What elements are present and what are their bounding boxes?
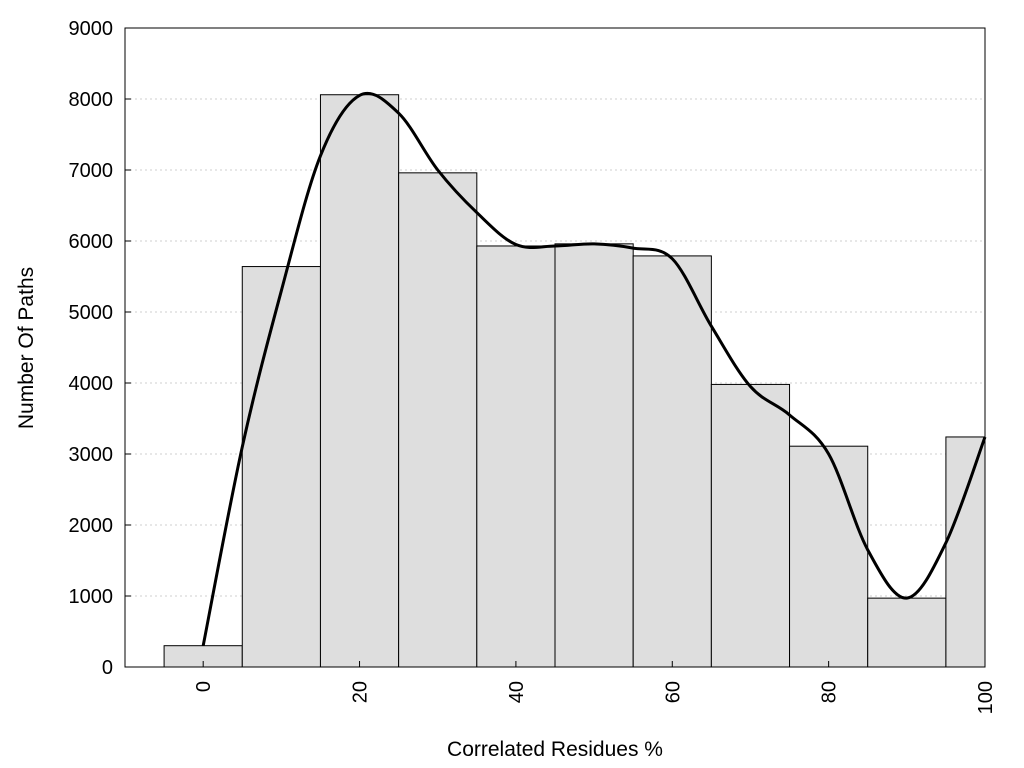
y-tick-label: 5000 [69,302,114,324]
y-tick-label: 2000 [69,515,114,537]
y-axis-label: Number Of Paths [15,267,38,429]
plot-frame [124,27,986,668]
x-tick-label: 20 [350,681,372,703]
x-tick-label: 100 [975,681,997,714]
bar [398,172,478,668]
bar [554,243,634,668]
x-tick-label: 0 [193,681,215,692]
bar [945,436,986,668]
bar [632,255,712,668]
x-axis-label: Correlated Residues % [447,738,663,761]
y-tick-label: 1000 [69,586,114,608]
y-tick-label: 7000 [69,160,114,182]
bar [319,94,400,668]
bar [789,445,869,668]
y-tick-label: 9000 [69,18,114,40]
bar [710,383,791,668]
x-tick-label: 80 [819,681,841,703]
x-tick-label: 60 [662,681,684,703]
bar [867,597,947,668]
y-tick-label: 6000 [69,231,114,253]
x-tick-label: 40 [506,681,528,703]
smooth-curve [201,91,987,646]
y-tick-label: 3000 [69,444,114,466]
y-axis-ticks: 0 1000 2000 3000 4000 5000 6000 7000 8000 9000 [69,18,131,679]
bars [163,94,986,668]
x-axis-ticks: 0 20 40 60 80 100 [193,661,997,714]
bar [241,266,321,668]
y-tick-label: 4000 [69,373,114,395]
y-tick-label: 8000 [69,89,114,111]
y-tick-label: 0 [102,657,113,679]
bar [476,245,556,668]
